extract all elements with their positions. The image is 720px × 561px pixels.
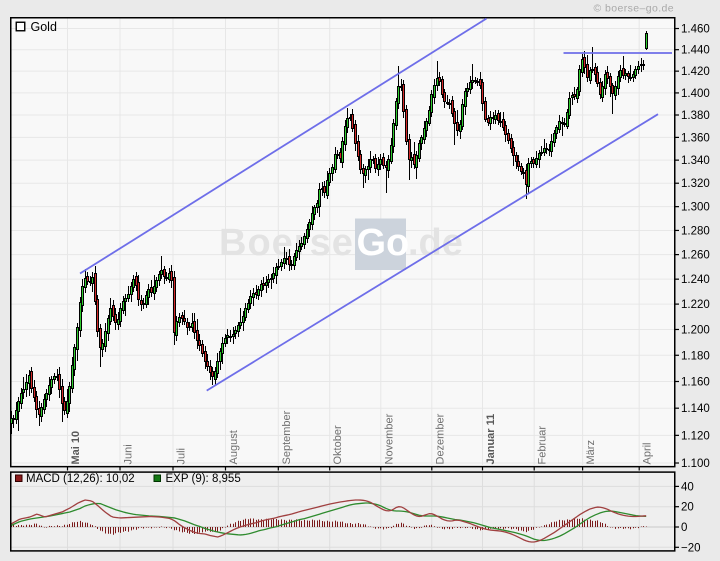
svg-text:1.120: 1.120: [681, 430, 710, 442]
svg-text:1.380: 1.380: [681, 110, 710, 122]
svg-text:−20: −20: [681, 542, 701, 554]
svg-text:1.160: 1.160: [681, 377, 710, 389]
svg-text:1.460: 1.460: [681, 24, 710, 36]
svg-text:Boerse: Boerse: [219, 222, 354, 264]
svg-text:1.240: 1.240: [681, 274, 710, 286]
svg-text:November: November: [383, 413, 395, 464]
svg-text:Gold: Gold: [31, 20, 57, 34]
svg-text:0: 0: [681, 522, 687, 534]
svg-text:1.400: 1.400: [681, 88, 710, 100]
svg-text:1.280: 1.280: [681, 225, 710, 237]
svg-text:September: September: [281, 410, 293, 464]
svg-text:1.360: 1.360: [681, 132, 710, 144]
svg-text:1.340: 1.340: [681, 155, 710, 167]
svg-text:© boerse–go.de: © boerse–go.de: [594, 3, 674, 15]
svg-text:1.420: 1.420: [681, 66, 710, 78]
svg-text:1.260: 1.260: [681, 250, 710, 262]
svg-text:MACD (12,26): 10,02: MACD (12,26): 10,02: [26, 473, 135, 485]
svg-text:Juni: Juni: [123, 444, 135, 464]
svg-text:Februar: Februar: [537, 426, 549, 465]
svg-text:1.140: 1.140: [681, 403, 710, 415]
svg-text:August: August: [228, 430, 240, 464]
svg-text:1.320: 1.320: [681, 178, 710, 190]
svg-text:Oktober: Oktober: [332, 425, 344, 464]
svg-text:Juli: Juli: [176, 448, 188, 465]
svg-text:1.180: 1.180: [681, 350, 710, 362]
svg-text:EXP (9): 8,955: EXP (9): 8,955: [166, 473, 241, 485]
svg-text:Mai 10: Mai 10: [70, 431, 82, 465]
svg-text:.de: .de: [408, 222, 463, 264]
svg-text:1.220: 1.220: [681, 299, 710, 311]
svg-text:20: 20: [681, 502, 694, 514]
svg-text:Januar 11: Januar 11: [485, 414, 497, 465]
svg-text:April: April: [642, 442, 654, 464]
svg-text:1.300: 1.300: [681, 202, 710, 214]
svg-text:40: 40: [681, 481, 694, 493]
svg-text:1.440: 1.440: [681, 45, 710, 57]
svg-text:März: März: [585, 440, 597, 464]
svg-text:Go: Go: [357, 222, 410, 264]
svg-text:Dezember: Dezember: [434, 413, 446, 464]
svg-text:1.100: 1.100: [681, 458, 710, 470]
svg-text:1.200: 1.200: [681, 324, 710, 336]
